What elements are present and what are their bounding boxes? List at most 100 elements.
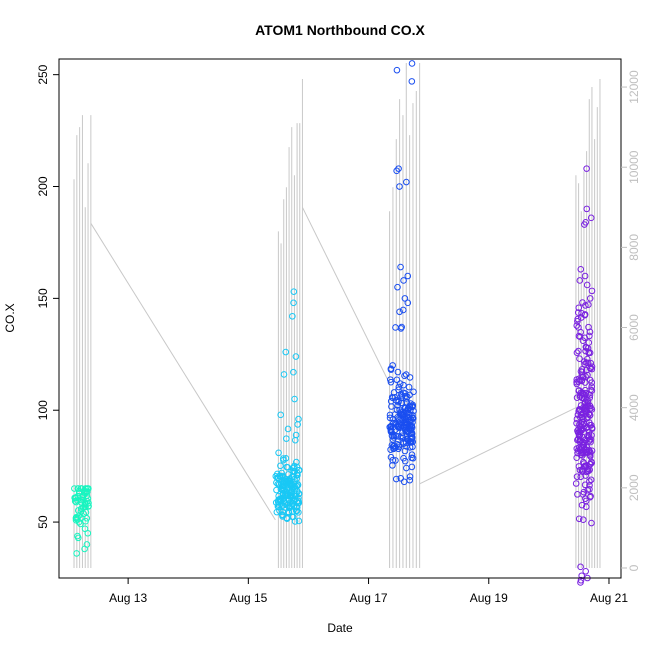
data-point [408, 463, 416, 471]
data-point [575, 332, 583, 340]
data-point [401, 295, 409, 302]
data-point [291, 395, 298, 403]
data-point [577, 563, 584, 571]
data-point [293, 471, 301, 479]
data-point [406, 473, 414, 480]
secondary-connector [301, 207, 391, 384]
data-point [74, 507, 82, 514]
data-point [391, 411, 399, 418]
data-point [79, 494, 86, 501]
data-point [400, 389, 407, 397]
data-point [578, 572, 585, 580]
data-point [395, 383, 403, 391]
data-point [73, 550, 80, 557]
data-point [286, 480, 293, 487]
data-point [587, 404, 595, 412]
data-point [581, 334, 589, 342]
data-point [579, 433, 587, 441]
data-point [389, 442, 397, 450]
data-point [74, 485, 82, 492]
data-point [403, 178, 410, 186]
data-point [290, 299, 297, 307]
data-point [585, 429, 593, 436]
data-point [578, 309, 585, 317]
data-point [393, 376, 401, 384]
y2-tick-label-8000: 8000 [627, 234, 641, 261]
data-point [400, 454, 407, 462]
data-point [585, 390, 592, 398]
data-point [272, 472, 280, 480]
data-point [397, 474, 405, 482]
data-point [295, 517, 303, 525]
data-point [588, 459, 596, 467]
data-point [280, 456, 287, 464]
data-point [294, 499, 302, 507]
data-point [84, 529, 92, 537]
data-point [83, 488, 91, 496]
data-point [588, 383, 595, 390]
data-point [83, 497, 91, 505]
x-tick-label: Aug 15 [229, 591, 267, 605]
data-point [575, 304, 583, 312]
data-point [573, 322, 581, 329]
data-point [402, 392, 409, 400]
data-point [392, 475, 400, 483]
data-point [387, 376, 394, 383]
data-point [572, 480, 580, 487]
data-point [285, 477, 293, 485]
data-point [579, 468, 587, 476]
data-point [387, 366, 395, 373]
data-point [584, 486, 592, 494]
data-point [82, 517, 89, 525]
data-point [280, 371, 288, 378]
data-point [409, 414, 416, 421]
data-point [292, 492, 300, 500]
data-point [77, 520, 84, 528]
axes-layer: 50 100 150 200 250 0 2000 4000 6000 8000 10000 1200… [36, 64, 641, 605]
x-tick-label: Aug 13 [109, 591, 147, 605]
data-point [580, 460, 588, 467]
y-tick-label-50: 50 [36, 515, 50, 529]
data-point [588, 379, 595, 386]
data-point [393, 167, 400, 175]
data-point [583, 281, 591, 289]
data-point [387, 378, 395, 386]
data-point [397, 433, 404, 441]
secondary-series-layer [73, 63, 601, 568]
data-point [407, 426, 415, 434]
data-point [283, 435, 290, 442]
data-point [587, 476, 595, 484]
data-point [396, 380, 404, 387]
data-point [586, 295, 594, 302]
data-point [285, 496, 292, 503]
plot-frame [58, 58, 622, 579]
data-point [276, 507, 283, 514]
data-point [74, 534, 82, 542]
y-tick-label-100: 100 [36, 400, 50, 420]
data-point [408, 78, 416, 85]
data-point [579, 516, 587, 523]
data-point [575, 378, 582, 385]
data-point [75, 518, 83, 526]
data-point [399, 411, 406, 418]
x-tick-label: Aug 17 [350, 591, 388, 605]
data-point [588, 363, 596, 370]
data-point [389, 362, 396, 369]
data-point [405, 383, 413, 391]
data-point [394, 283, 401, 291]
data-point [581, 379, 589, 386]
data-point [293, 458, 300, 466]
data-point [295, 415, 302, 423]
data-point [71, 485, 78, 492]
data-point [393, 66, 401, 74]
data-point [406, 438, 414, 445]
data-point [401, 421, 409, 428]
data-point [573, 349, 581, 356]
data-point [74, 492, 82, 500]
data-point [586, 405, 593, 413]
data-point [582, 302, 589, 309]
data-point [581, 360, 588, 368]
data-point [400, 277, 407, 284]
